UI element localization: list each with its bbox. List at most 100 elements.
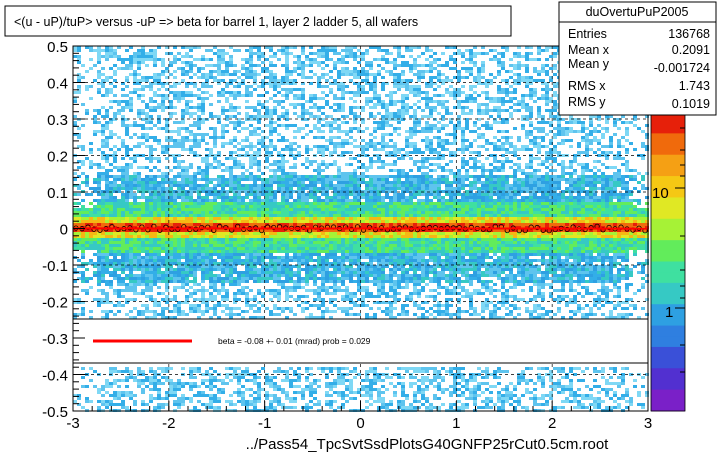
heatmap-cell: [477, 127, 481, 130]
heatmap-cell: [365, 217, 369, 220]
heatmap-cell: [385, 187, 389, 190]
heatmap-cell: [493, 55, 497, 58]
heatmap-cell: [301, 175, 305, 178]
heatmap-cell: [509, 112, 513, 115]
heatmap-cell: [341, 97, 345, 100]
heatmap-cell: [105, 121, 109, 124]
heatmap-cell: [333, 202, 337, 205]
heatmap-cell: [645, 208, 649, 211]
heatmap-cell: [569, 208, 573, 211]
heatmap-cell: [425, 190, 429, 193]
heatmap-cell: [453, 106, 457, 109]
heatmap-cell: [285, 124, 289, 127]
heatmap-cell: [609, 211, 613, 214]
heatmap-cell: [309, 76, 313, 79]
heatmap-cell: [197, 115, 201, 118]
heatmap-cell: [529, 46, 533, 49]
heatmap-cell: [305, 157, 309, 160]
heatmap-cell: [501, 145, 505, 148]
heatmap-cell: [97, 211, 101, 214]
heatmap-cell: [325, 217, 329, 220]
heatmap-cell: [369, 85, 373, 88]
heatmap-cell: [153, 205, 157, 208]
heatmap-cell: [257, 118, 261, 121]
heatmap-cell: [185, 109, 189, 112]
heatmap-cell: [317, 178, 321, 181]
heatmap-cell: [273, 208, 277, 211]
heatmap-cell: [257, 202, 261, 205]
heatmap-cell: [217, 94, 221, 97]
heatmap-cell: [501, 193, 505, 196]
heatmap-cell: [101, 49, 105, 52]
heatmap-cell: [153, 184, 157, 187]
heatmap-cell: [261, 106, 265, 109]
heatmap-cell: [373, 208, 377, 211]
heatmap-cell: [265, 46, 269, 49]
heatmap-cell: [373, 181, 377, 184]
heatmap-cell: [185, 103, 189, 106]
heatmap-cell: [577, 190, 581, 193]
heatmap-cell: [265, 82, 269, 85]
heatmap-cell: [165, 205, 169, 208]
heatmap-cell: [269, 70, 273, 73]
heatmap-cell: [253, 109, 257, 112]
heatmap-cell: [389, 73, 393, 76]
heatmap-cell: [133, 196, 137, 199]
heatmap-cell: [501, 88, 505, 91]
heatmap-cell: [621, 163, 625, 166]
heatmap-cell: [213, 139, 217, 142]
heatmap-cell: [545, 82, 549, 85]
heatmap-cell: [517, 217, 521, 220]
heatmap-cell: [181, 217, 185, 220]
heatmap-cell: [281, 52, 285, 55]
heatmap-cell: [597, 160, 601, 163]
heatmap-cell: [437, 151, 441, 154]
heatmap-cell: [525, 148, 529, 151]
heatmap-cell: [225, 85, 229, 88]
heatmap-cell: [473, 160, 477, 163]
heatmap-cell: [285, 58, 289, 61]
heatmap-cell: [133, 124, 137, 127]
heatmap-cell: [245, 220, 249, 223]
heatmap-cell: [237, 202, 241, 205]
heatmap-cell: [205, 202, 209, 205]
heatmap-cell: [153, 76, 157, 79]
heatmap-cell: [493, 199, 497, 202]
heatmap-cell: [397, 85, 401, 88]
heatmap-cell: [197, 196, 201, 199]
heatmap-cell: [317, 55, 321, 58]
heatmap-cell: [257, 220, 261, 223]
heatmap-cell: [581, 151, 585, 154]
heatmap-cell: [97, 130, 101, 133]
heatmap-cell: [573, 181, 577, 184]
heatmap-cell: [333, 136, 337, 139]
heatmap-cell: [421, 76, 425, 79]
heatmap-cell: [525, 109, 529, 112]
heatmap-cell: [549, 199, 553, 202]
heatmap-cell: [393, 217, 397, 220]
heatmap-cell: [369, 142, 373, 145]
heatmap-cell: [197, 211, 201, 214]
heatmap-cell: [553, 115, 557, 118]
heatmap-cell: [645, 115, 649, 118]
heatmap-cell: [585, 199, 589, 202]
heatmap-cell: [549, 67, 553, 70]
heatmap-cell: [185, 148, 189, 151]
heatmap-cell: [133, 121, 137, 124]
heatmap-cell: [313, 178, 317, 181]
heatmap-cell: [249, 211, 253, 214]
heatmap-cell: [449, 184, 453, 187]
heatmap-cell: [477, 154, 481, 157]
heatmap-cell: [377, 199, 381, 202]
heatmap-cell: [181, 112, 185, 115]
heatmap-cell: [445, 100, 449, 103]
heatmap-cell: [89, 97, 93, 100]
heatmap-cell: [429, 61, 433, 64]
heatmap-cell: [561, 169, 565, 172]
heatmap-cell: [145, 166, 149, 169]
heatmap-cell: [617, 145, 621, 148]
heatmap-cell: [601, 181, 605, 184]
heatmap-cell: [245, 178, 249, 181]
heatmap-cell: [481, 214, 485, 217]
heatmap-cell: [233, 136, 237, 139]
